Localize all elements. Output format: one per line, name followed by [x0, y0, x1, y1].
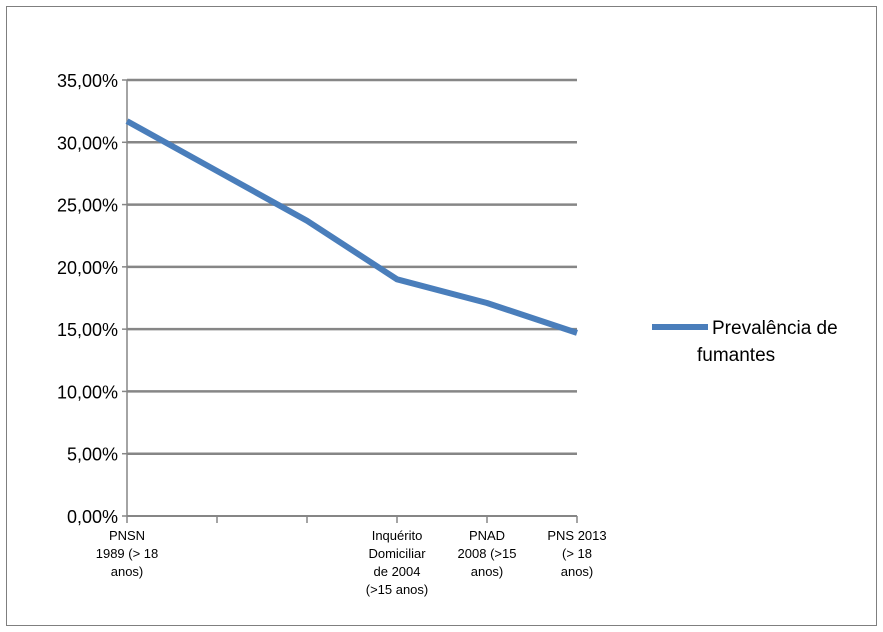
- y-axis-tick-labels: 0,00% 5,00% 10,00% 15,00% 20,00% 25,00% 30,00%…: [57, 71, 118, 527]
- chart-frame: [6, 6, 877, 626]
- y-tick-label: 15,00%: [57, 320, 118, 340]
- y-tick-label: 10,00%: [57, 382, 118, 402]
- axes: [122, 79, 578, 523]
- gridlines: [127, 78, 577, 455]
- x-category-label: PNAD 2008 (>15 anos): [458, 528, 517, 579]
- legend: Prevalência de fumantes: [652, 318, 838, 366]
- y-tick-label: 35,00%: [57, 71, 118, 91]
- y-tick-label: 20,00%: [57, 258, 118, 278]
- x-category-label: Inquérito Domiciliar de 2004 (>15 anos): [366, 528, 429, 597]
- legend-label: Prevalência de fumantes: [697, 318, 838, 366]
- series-lines: [125, 118, 578, 336]
- y-tick-label: 25,00%: [57, 196, 118, 216]
- x-axis-category-labels: PNSN 1989 (> 18 anos) Inquérito Domiciliar de…: [96, 528, 607, 597]
- series-line: [125, 118, 578, 336]
- y-tick-label: 5,00%: [67, 445, 118, 465]
- y-tick-label: 0,00%: [67, 507, 118, 527]
- x-category-label: PNS 2013 (> 18 anos): [547, 528, 606, 579]
- y-tick-label: 30,00%: [57, 133, 118, 153]
- x-category-label: PNSN 1989 (> 18 anos): [96, 528, 159, 579]
